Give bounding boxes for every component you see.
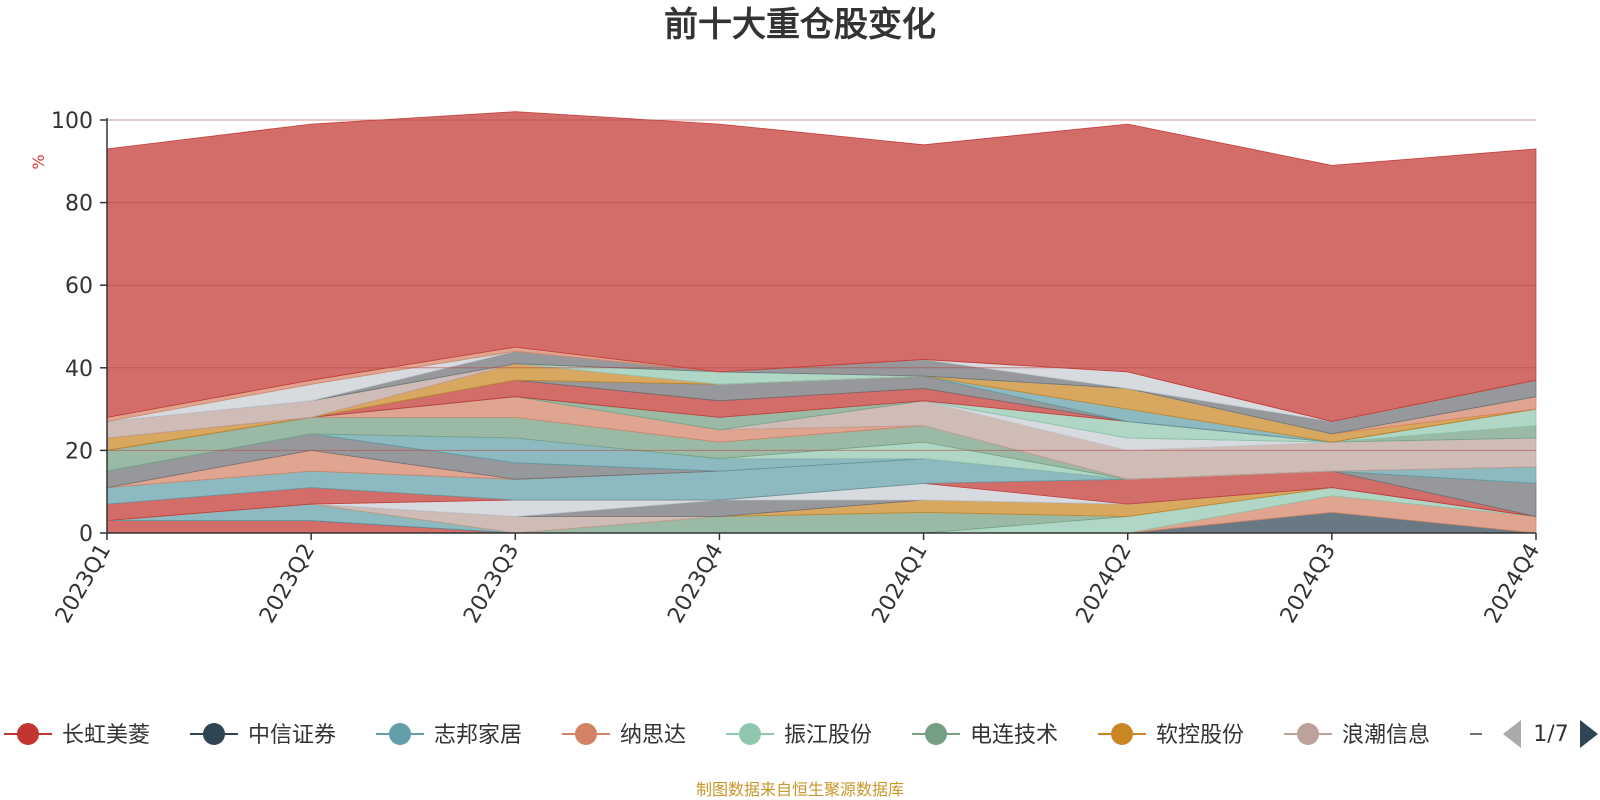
y-tick-label-100: 100 <box>51 109 93 134</box>
chart-title: 前十大重仓股变化 <box>664 5 936 45</box>
legend-item-2[interactable]: 中信证券 <box>190 723 336 748</box>
legend-item-7[interactable]: 软控股份 <box>1098 723 1244 748</box>
legend-marker-icon <box>925 723 947 745</box>
x-tick-label-2024Q1: 2024Q1 <box>867 540 932 628</box>
y-tick-label-20: 20 <box>65 439 93 464</box>
legend-label: 软控股份 <box>1156 723 1244 748</box>
legend-marker-icon <box>575 723 597 745</box>
legend-items: 长虹美菱 中信证券 志邦家居 纳思达 振江股份 电连技术 软控股份 浪潮信息 博 <box>4 723 1550 748</box>
area-series-group <box>106 111 1537 534</box>
legend-marker-icon <box>17 723 39 745</box>
y-axis-unit: % <box>29 154 48 169</box>
legend-label: 浪潮信息 <box>1342 723 1430 748</box>
legend-marker-icon <box>1483 723 1505 745</box>
y-tick-label-60: 60 <box>65 274 93 299</box>
legend-item-6[interactable]: 电连技术 <box>912 723 1058 748</box>
legend-marker-icon <box>1111 723 1133 745</box>
legend-label: 志邦家居 <box>434 723 522 748</box>
legend-marker-icon <box>203 723 225 745</box>
x-tick-label-2023Q1: 2023Q1 <box>51 540 116 628</box>
y-tick-label-0: 0 <box>79 522 93 547</box>
legend-marker-icon <box>739 723 761 745</box>
legend-label: 振江股份 <box>784 723 872 748</box>
legend-item-9[interactable]: 博 <box>1470 723 1550 748</box>
x-tick-label-2024Q2: 2024Q2 <box>1072 540 1137 628</box>
x-tick-label-2023Q4: 2023Q4 <box>663 540 728 628</box>
legend-item-4[interactable]: 纳思达 <box>562 723 686 748</box>
gridlines <box>107 119 1536 451</box>
legend-label: 中信证券 <box>248 723 336 748</box>
legend-item-5[interactable]: 振江股份 <box>726 723 872 748</box>
legend: 长虹美菱 中信证券 志邦家居 纳思达 振江股份 电连技术 软控股份 浪潮信息 博 <box>4 723 1550 748</box>
legend-pager: 1/7 <box>1503 720 1598 748</box>
legend-item-1[interactable]: 长虹美菱 <box>4 723 150 748</box>
data-source-note: 制图数据来自恒生聚源数据库 <box>696 780 904 799</box>
prev-page-icon[interactable] <box>1503 720 1521 748</box>
legend-item-8[interactable]: 浪潮信息 <box>1284 723 1430 748</box>
legend-label: 纳思达 <box>620 723 686 748</box>
y-tick-label-80: 80 <box>65 192 93 217</box>
page-indicator: 1/7 <box>1533 722 1568 747</box>
legend-label: 电连技术 <box>970 723 1058 748</box>
y-tick-label-40: 40 <box>65 357 93 382</box>
x-tick-label-2023Q3: 2023Q3 <box>459 540 524 628</box>
legend-item-3[interactable]: 志邦家居 <box>376 723 522 748</box>
legend-marker-icon <box>1297 723 1319 745</box>
next-page-icon[interactable] <box>1580 720 1598 748</box>
x-tick-label-2024Q4: 2024Q4 <box>1480 540 1545 628</box>
legend-marker-icon <box>389 723 411 745</box>
x-tick-label-2024Q3: 2024Q3 <box>1276 540 1341 628</box>
legend-label: 长虹美菱 <box>62 723 150 748</box>
x-tick-label-2023Q2: 2023Q2 <box>255 540 320 628</box>
